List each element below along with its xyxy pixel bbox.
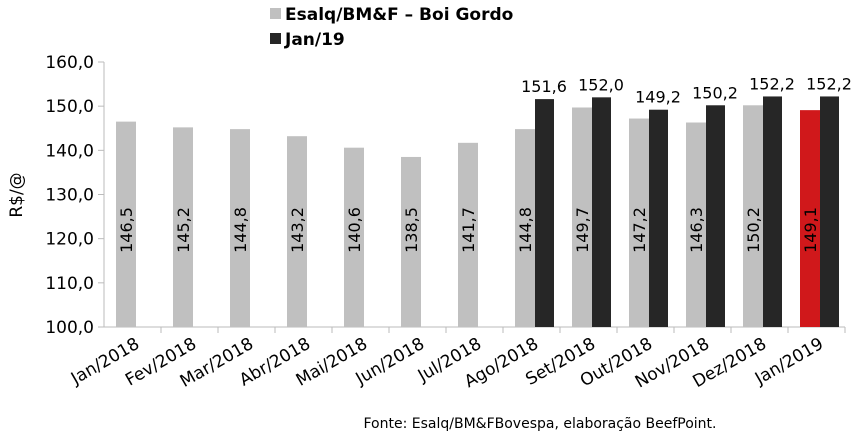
bar-jan19	[820, 96, 839, 327]
bar-esalq	[458, 142, 478, 327]
bar-esalq	[800, 110, 820, 328]
bar-label-esalq: 141,7	[459, 207, 478, 253]
bar-label-esalq: 144,8	[231, 207, 250, 253]
bar-label-jan19: 152,0	[578, 75, 624, 94]
bar-esalq	[629, 118, 649, 328]
bar-label-esalq: 146,5	[117, 207, 136, 253]
y-tick-label: 160,0	[45, 53, 94, 73]
bar-esalq	[173, 127, 193, 327]
bar-label-esalq: 149,7	[573, 207, 592, 253]
bar-label-jan19: 151,6	[521, 77, 567, 96]
y-tick-label: 110,0	[45, 274, 94, 294]
bar-esalq	[287, 136, 307, 327]
bar-label-esalq: 149,1	[801, 207, 820, 253]
bar-esalq	[743, 105, 763, 328]
bar-label-esalq: 144,8	[516, 207, 535, 253]
y-tick-label: 130,0	[45, 186, 94, 206]
bar-label-esalq: 145,2	[174, 207, 193, 253]
bar-label-esalq: 143,2	[288, 207, 307, 253]
bar-label-jan19: 149,2	[635, 88, 681, 107]
bar-label-esalq: 147,2	[630, 207, 649, 253]
bar-label-esalq: 140,6	[345, 207, 364, 253]
bar-esalq	[515, 129, 535, 327]
bar-jan19	[535, 99, 554, 327]
bar-jan19	[706, 105, 725, 328]
legend-label-esalq: Esalq/BM&F – Boi Gordo	[285, 5, 513, 25]
bar-esalq	[686, 122, 706, 327]
legend-swatch-jan19	[270, 33, 281, 44]
y-tick-label: 120,0	[45, 230, 94, 250]
bar-label-jan19: 150,2	[692, 83, 738, 102]
bar-jan19	[763, 96, 782, 327]
bar-jan19	[649, 109, 668, 327]
bar-jan19	[592, 97, 611, 327]
y-tick-label: 150,0	[45, 97, 94, 117]
bar-esalq	[401, 156, 421, 327]
y-tick-label: 140,0	[45, 141, 94, 161]
source-note: Fonte: Esalq/BM&FBovespa, elaboração Bee…	[364, 416, 717, 432]
bar-label-esalq: 146,3	[687, 207, 706, 253]
bar-label-jan19: 152,2	[806, 74, 852, 93]
bar-label-esalq: 150,2	[744, 207, 763, 253]
bar-esalq	[344, 147, 364, 327]
y-tick-label: 100,0	[45, 318, 94, 338]
bar-label-jan19: 152,2	[749, 74, 795, 93]
bar-esalq	[116, 121, 136, 327]
bar-label-esalq: 138,5	[402, 207, 421, 253]
bar-esalq	[230, 129, 250, 327]
legend-swatch-esalq	[270, 8, 281, 19]
legend-label-jan19: Jan/19	[284, 30, 345, 50]
y-axis-label: R$/@	[7, 172, 27, 217]
bar-esalq	[572, 107, 592, 327]
